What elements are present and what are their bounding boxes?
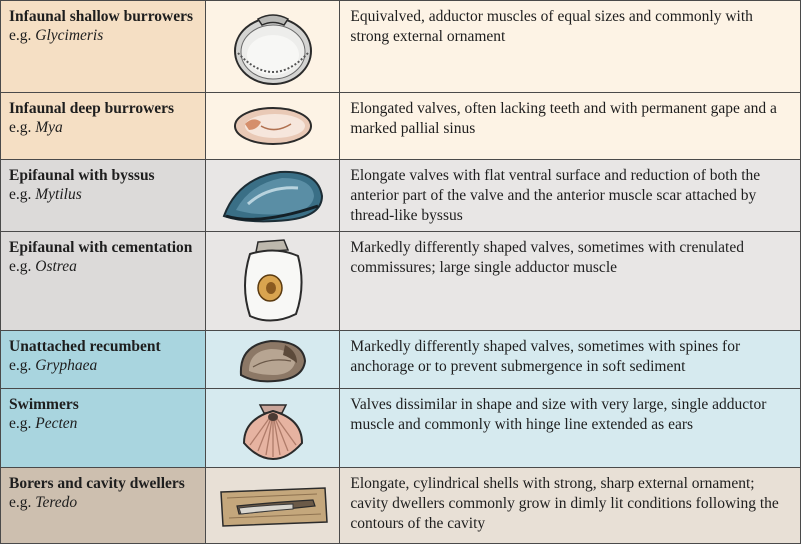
- mya-shell-icon: [233, 107, 312, 145]
- description-cell: Elongated valves, often lacking teeth an…: [339, 92, 801, 160]
- ostrea-shell-icon: [243, 239, 303, 322]
- gryphaea-shell-icon: [239, 339, 306, 382]
- example-prefix: e.g.: [9, 119, 36, 136]
- shell-image-cell: [205, 330, 341, 389]
- example-prefix: e.g.: [9, 494, 36, 511]
- example-prefix: e.g.: [9, 357, 36, 374]
- genus-name: Teredo: [35, 494, 78, 511]
- table-row: Infaunal deep burrowers e.g. Mya Elongat…: [0, 92, 801, 160]
- example-genus: e.g. Gryphaea: [9, 356, 199, 375]
- lifestyle-name: Infaunal shallow burrowers: [9, 8, 194, 25]
- teredo-in-wood-icon: [220, 486, 328, 527]
- genus-name: Glycimeris: [35, 27, 104, 44]
- example-prefix: e.g.: [9, 415, 36, 432]
- description-cell: Markedly differently shaped valves, some…: [339, 231, 801, 331]
- lifestyle-name: Epifaunal with byssus: [9, 167, 155, 184]
- lifestyle-name-cell: Infaunal shallow burrowers e.g. Glycimer…: [0, 0, 207, 93]
- example-prefix: e.g.: [9, 27, 36, 44]
- shell-image-cell: [205, 388, 341, 468]
- pecten-shell-icon: [242, 404, 303, 461]
- description-cell: Elongate, cylindrical shells with strong…: [339, 467, 801, 544]
- lifestyle-name-cell: Unattached recumbent e.g. Gryphaea: [0, 330, 207, 389]
- glycimeris-shell-icon: [233, 13, 312, 85]
- lifestyle-name: Epifaunal with cementation: [9, 239, 193, 256]
- example-genus: e.g. Teredo: [9, 493, 199, 512]
- example-prefix: e.g.: [9, 258, 36, 275]
- description-cell: Markedly differently shaped valves, some…: [339, 330, 801, 389]
- lifestyle-name-cell: Swimmers e.g. Pecten: [0, 388, 207, 468]
- example-genus: e.g. Mya: [9, 118, 199, 137]
- example-genus: e.g. Ostrea: [9, 257, 199, 276]
- table-row: Epifaunal with cementation e.g. Ostrea M…: [0, 231, 801, 331]
- genus-name: Gryphaea: [35, 357, 98, 374]
- lifestyle-name: Unattached recumbent: [9, 338, 161, 355]
- lifestyle-name: Infaunal deep burrowers: [9, 100, 175, 117]
- description-cell: Elongate valves with flat ventral surfac…: [339, 159, 801, 232]
- lifestyle-name-cell: Epifaunal with byssus e.g. Mytilus: [0, 159, 207, 232]
- genus-name: Mytilus: [35, 186, 82, 203]
- shell-image-cell: [205, 159, 341, 232]
- table-row: Swimmers e.g. Pecten Valves dissimilar i…: [0, 388, 801, 468]
- example-genus: e.g. Glycimeris: [9, 26, 199, 45]
- shell-image-cell: [205, 467, 341, 544]
- description-cell: Equivalved, adductor muscles of equal si…: [339, 0, 801, 93]
- lifestyle-name-cell: Infaunal deep burrowers e.g. Mya: [0, 92, 207, 160]
- shell-image-cell: [205, 92, 341, 160]
- lifestyle-name: Swimmers: [9, 396, 79, 413]
- lifestyle-name-cell: Epifaunal with cementation e.g. Ostrea: [0, 231, 207, 331]
- lifestyle-name: Borers and cavity dwellers: [9, 475, 185, 492]
- table-row: Infaunal shallow burrowers e.g. Glycimer…: [0, 0, 801, 93]
- shell-image-cell: [205, 0, 341, 93]
- description-cell: Valves dissimilar in shape and size with…: [339, 388, 801, 468]
- example-genus: e.g. Mytilus: [9, 185, 199, 204]
- genus-name: Pecten: [35, 415, 78, 432]
- table-row: Unattached recumbent e.g. Gryphaea Marke…: [0, 330, 801, 389]
- mytilus-shell-icon: [222, 170, 323, 222]
- genus-name: Ostrea: [35, 258, 77, 275]
- genus-name: Mya: [35, 119, 63, 136]
- example-genus: e.g. Pecten: [9, 414, 199, 433]
- shell-image-cell: [205, 231, 341, 331]
- example-prefix: e.g.: [9, 186, 36, 203]
- table-row: Epifaunal with byssus e.g. Mytilus Elong…: [0, 159, 801, 232]
- lifestyle-name-cell: Borers and cavity dwellers e.g. Teredo: [0, 467, 207, 544]
- table-row: Borers and cavity dwellers e.g. Teredo E…: [0, 467, 801, 544]
